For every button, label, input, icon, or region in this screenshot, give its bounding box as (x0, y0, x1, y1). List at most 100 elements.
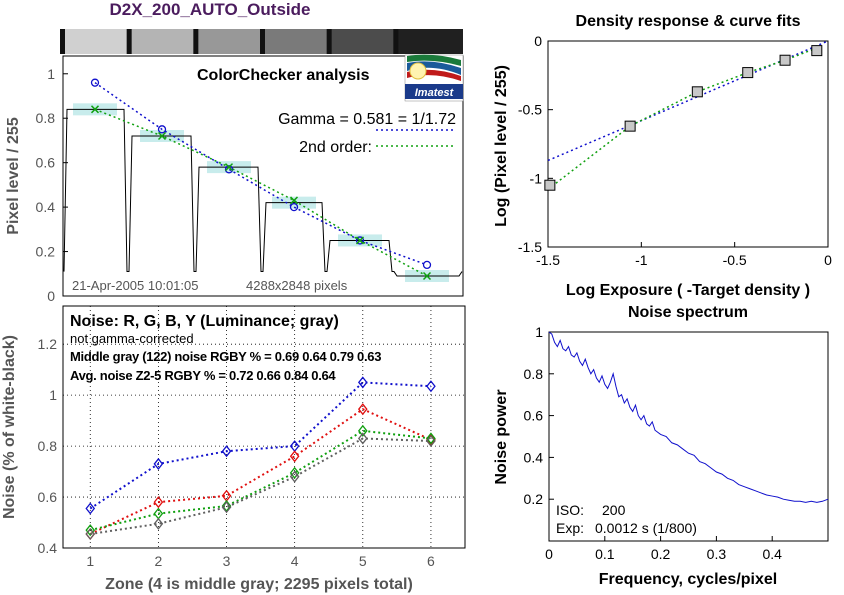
panel-noise-spectrum: Noise spectrum 0 0.1 0.2 0.3 0.4 0.2 0.4 0.6 0.8… (493, 304, 829, 588)
gray-patch (63, 29, 130, 54)
p3-ytick-label: 1.2 (38, 336, 58, 352)
p3-point-gray (289, 470, 300, 483)
p4-iso-value: 200 (602, 502, 626, 518)
p3-point-green (221, 499, 232, 513)
p1-title: ColorChecker analysis (197, 67, 370, 84)
p3-ytick-label: 1 (49, 387, 57, 403)
p3-point-gray (357, 432, 368, 445)
p4-axes-box (548, 331, 829, 542)
p4-exp-label: Exp: (556, 520, 584, 536)
panel-noise: 1 2 3 4 5 6 0.4 0.6 0.8 1 1.2 Noise: R, G, B, Y (L… (1, 305, 466, 593)
p1-second-order-point (422, 271, 432, 281)
p1-gamma-fit-line (94, 82, 428, 266)
p2-gamma-fit-line (547, 40, 829, 162)
p3-series (85, 376, 436, 541)
p2-density-point (624, 120, 636, 132)
p1-ytick-label: 0.8 (36, 110, 56, 126)
patch-divider (126, 29, 132, 54)
p3-avg-noise-line: Avg. noise Z2-5 RGBY % = 0.72 0.66 0.84 … (70, 368, 336, 383)
p1-second-order-point (289, 196, 299, 205)
p1-gamma-label: Gamma = 0.581 = 1/1.72 (278, 111, 456, 128)
p4-ytick-label: 0.8 (524, 366, 544, 382)
p2-xtick-label: -0.5 (723, 252, 747, 268)
p2-ylabel: Log (Pixel level / 255) (493, 65, 510, 227)
p3-point-green (85, 524, 96, 537)
p1-ytick-label: 0 (47, 288, 55, 304)
p1-second-order-point (224, 163, 234, 172)
p4-xtick-label: 0.3 (707, 546, 727, 562)
p1-axes-box (62, 55, 464, 297)
p3-point-red (357, 403, 368, 416)
p1-gamma-point (224, 165, 234, 174)
p4-spectrum-line (548, 331, 829, 503)
p2-xtick-label: 0 (824, 252, 832, 268)
p1-ytick-label: 1 (47, 66, 55, 82)
p2-density-point (691, 86, 703, 98)
p3-point-gray (153, 517, 164, 530)
p2-ytick-label: -0.5 (518, 102, 542, 118)
p1-gamma-point (422, 260, 432, 270)
p2-xlabel: Log Exposure ( -Target density ) (566, 282, 810, 299)
p1-ytick-label: 0.6 (36, 155, 56, 171)
p3-point-gray (221, 501, 232, 514)
p1-footer-size: 4288x2848 pixels (246, 278, 348, 293)
p4-xtick-label: 0.2 (651, 546, 671, 562)
p3-series-line-red (89, 408, 432, 535)
p2-second-order-line (547, 45, 821, 190)
p3-xtick-label: 4 (291, 553, 299, 569)
imatest-logo: Imatest (404, 54, 464, 102)
p4-xtick-label: 0 (545, 546, 553, 562)
p2-xtick-label: -1 (635, 252, 648, 268)
gray-patch (263, 29, 330, 54)
p1-second-order-label: 2nd order: (299, 139, 372, 156)
p1-measured-trace (63, 108, 463, 277)
p2-density-point (811, 45, 823, 57)
p1-markers (90, 78, 432, 281)
p3-point-blue (426, 380, 436, 393)
p2-xtick-label: -1.5 (536, 252, 560, 268)
p2-title: Density response & curve fits (576, 13, 801, 30)
p3-xtick-label: 5 (359, 553, 367, 569)
p4-exp-value: 0.0012 s (1/800) (595, 520, 697, 536)
p3-point-blue (357, 376, 368, 389)
p3-ytick-label: 0.8 (38, 438, 58, 454)
p3-ytick-label: 0.4 (38, 540, 58, 556)
p3-point-gray (426, 434, 436, 448)
patch-divider (193, 29, 199, 54)
patch-divider (326, 29, 332, 54)
gray-patch-strip (60, 29, 463, 54)
p3-axes-box (62, 305, 466, 549)
p3-middle-gray-line: Middle gray (122) noise RGBY % = 0.69 0.… (70, 349, 381, 364)
p4-xlabel: Frequency, cycles/pixel (599, 571, 777, 588)
p1-footer-date: 21-Apr-2005 10:01:05 (72, 278, 198, 293)
p4-ytick-label: 0.4 (524, 449, 544, 465)
p2-density-point (544, 179, 556, 191)
panel-colorchecker: 0 0.2 0.4 0.6 0.8 1 ColorChecker analysis Ima… (5, 29, 464, 304)
p2-points (544, 45, 823, 191)
p3-grid: 1 2 3 4 5 6 0.4 0.6 0.8 1 1.2 (38, 306, 465, 569)
p4-xtick-label: 0.1 (595, 546, 615, 562)
p1-ytick-label: 0.4 (36, 199, 56, 215)
patch-divider (260, 29, 265, 54)
p2-density-point (742, 67, 754, 79)
p3-point-green (357, 424, 368, 437)
p3-point-green (426, 432, 436, 445)
p3-ylabel: Noise (% of white-black) (1, 335, 18, 519)
p1-ytick-label: 0.2 (36, 244, 56, 260)
p4-ytick-label: 0.6 (524, 408, 544, 424)
p4-ylabel: Noise power (493, 389, 510, 484)
p4-ytick-label: 1 (535, 324, 543, 340)
p3-point-red (153, 496, 164, 509)
p1-second-order-point (90, 105, 100, 114)
p1-second-order-point (355, 236, 365, 245)
p4-xtick-label: 0.4 (762, 546, 782, 562)
p1-gamma-point (355, 236, 365, 245)
p3-subtitle: not gamma-corrected (70, 331, 194, 346)
p2-ytick-label: -1.5 (518, 239, 542, 255)
p1-second-order-line (94, 108, 428, 277)
p3-xtick-label: 2 (154, 553, 162, 569)
figure-title: D2X_200_AUTO_Outside (109, 0, 311, 19)
p1-ylabel: Pixel level / 255 (5, 117, 22, 235)
gray-patch (329, 29, 397, 54)
